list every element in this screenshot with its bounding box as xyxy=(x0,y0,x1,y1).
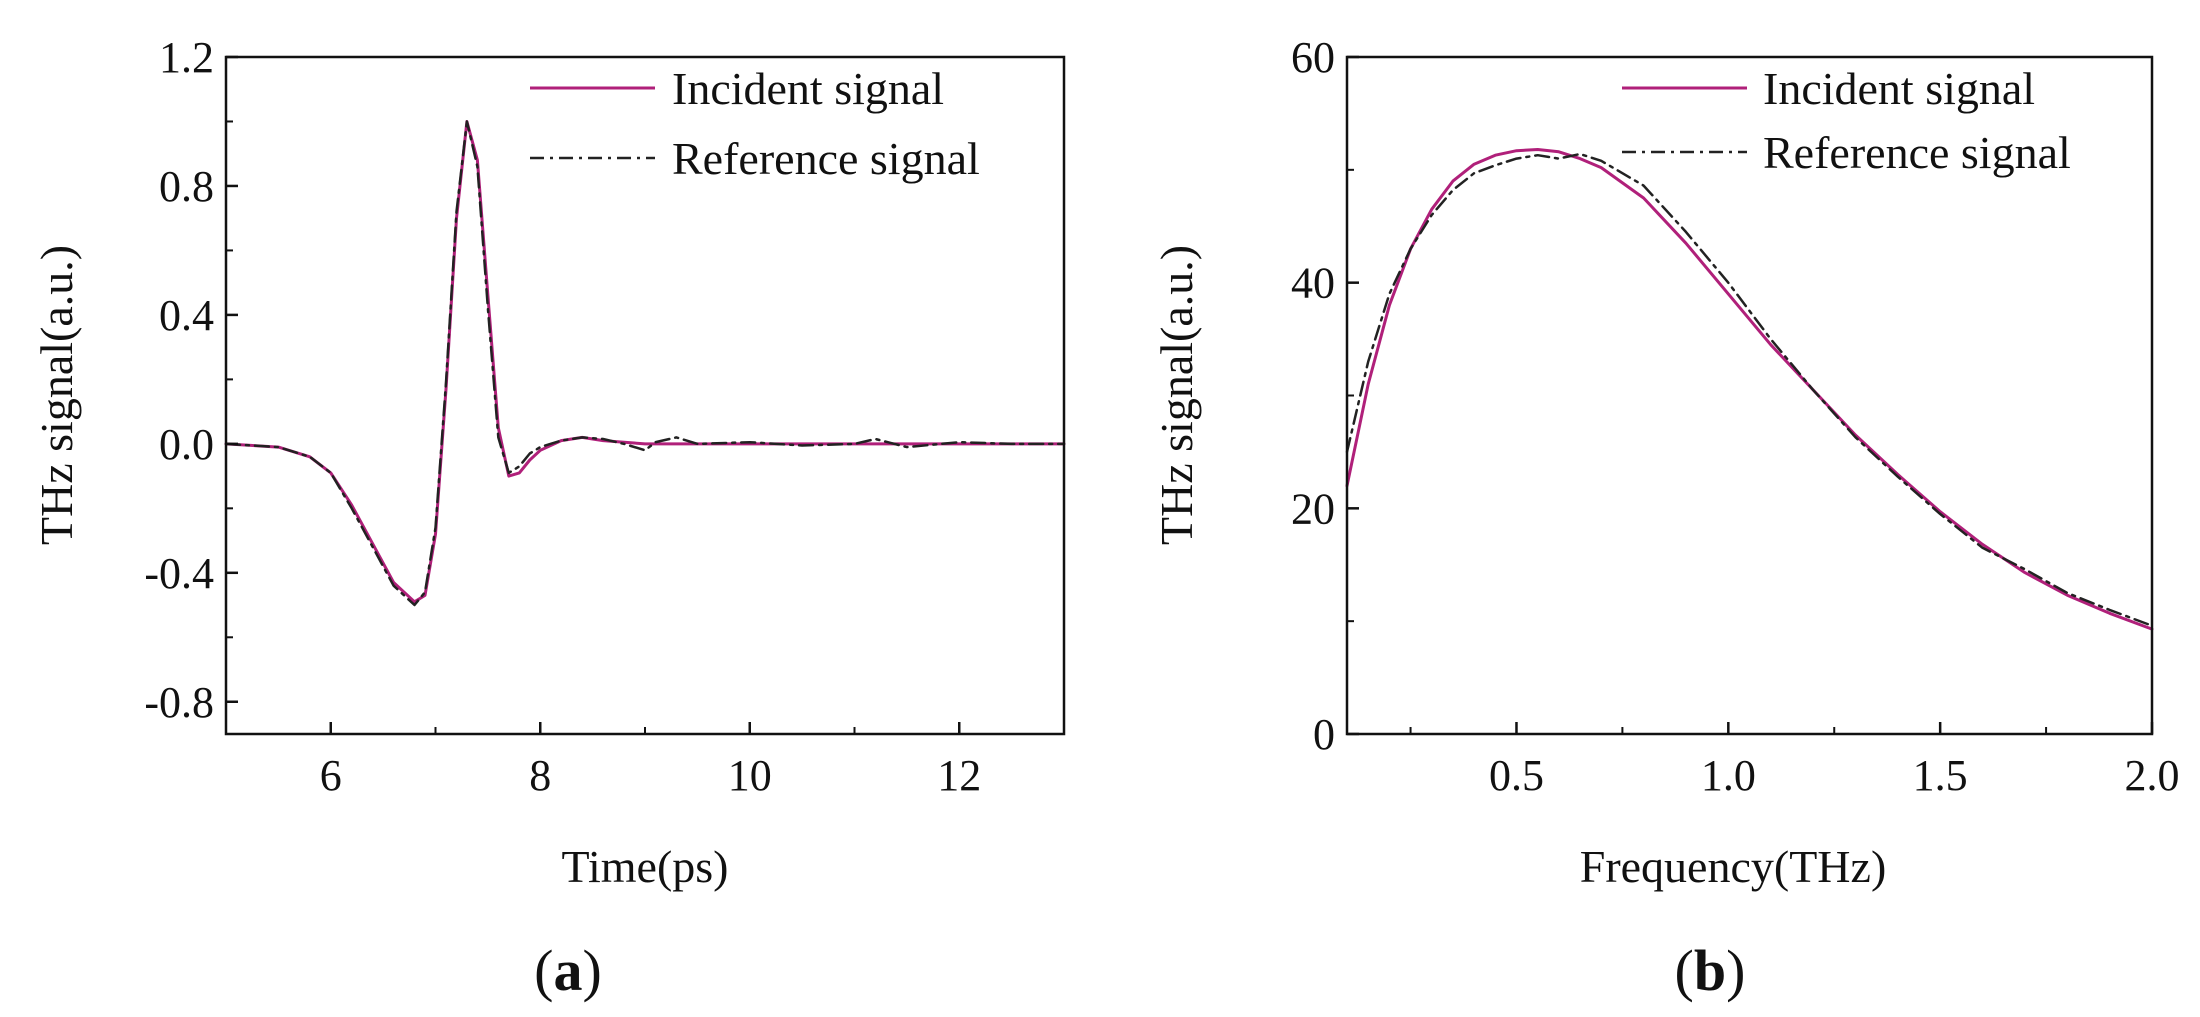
y-tick-label: 0 xyxy=(1313,710,1335,759)
y-tick-label: 0.4 xyxy=(159,291,214,340)
y-tick-label: 20 xyxy=(1291,484,1335,533)
panel-label-a-letter: a xyxy=(554,938,583,1003)
series-line-incident xyxy=(224,120,1066,604)
legend-a: Incident signal Reference signal xyxy=(530,63,980,184)
x-tick-label: 6 xyxy=(320,751,342,800)
y-tick-label: 0.8 xyxy=(159,162,214,211)
y-tick-label: 0.0 xyxy=(159,420,214,469)
panel-a: 6 8 10 12 -0.8 -0.4 0.0 0.4 0.8 1.2 Incident sign… xyxy=(31,33,1066,1003)
panel-label-b: (b) xyxy=(1675,938,1746,1003)
series-line-reference xyxy=(1345,152,2154,627)
series-line-reference xyxy=(224,120,1066,607)
panel-label-a: (a) xyxy=(534,938,602,1003)
panel-label-b-letter: b xyxy=(1694,938,1726,1003)
y-tick-label: 60 xyxy=(1291,33,1335,82)
legend-b: Incident signal Reference signal xyxy=(1622,63,2071,178)
series-layer-b xyxy=(1345,148,2154,631)
y-tick-label: 1.2 xyxy=(159,33,214,82)
legend-label-incident: Incident signal xyxy=(1763,63,2035,114)
panel-b: 0.5 1.0 1.5 2.0 0 20 40 60 Incident signal Refe… xyxy=(1151,33,2180,1003)
legend-label-reference: Reference signal xyxy=(672,133,980,184)
ticks-b: 0.5 1.0 1.5 2.0 0 20 40 60 xyxy=(1291,33,2180,800)
x-axis-title-a: Time(ps) xyxy=(562,841,729,892)
y-tick-label: 40 xyxy=(1291,259,1335,308)
legend-label-reference: Reference signal xyxy=(1763,127,2071,178)
y-tick-label: -0.4 xyxy=(144,549,214,598)
x-tick-label: 12 xyxy=(937,751,981,800)
series-line-incident xyxy=(1345,148,2154,631)
x-tick-label: 8 xyxy=(529,751,551,800)
y-axis-title-a: THz signal(a.u.) xyxy=(31,245,82,545)
y-axis-title-b: THz signal(a.u.) xyxy=(1151,245,1202,545)
x-tick-label: 2.0 xyxy=(2125,751,2180,800)
y-tick-label: -0.8 xyxy=(144,678,214,727)
x-tick-label: 0.5 xyxy=(1489,751,1544,800)
series-layer-a xyxy=(224,120,1066,607)
legend-label-incident: Incident signal xyxy=(672,63,944,114)
x-tick-label: 1.5 xyxy=(1913,751,1968,800)
x-tick-label: 1.0 xyxy=(1701,751,1756,800)
x-axis-title-b: Frequency(THz) xyxy=(1580,841,1887,892)
ticks-a: 6 8 10 12 -0.8 -0.4 0.0 0.4 0.8 1.2 xyxy=(144,33,981,800)
x-tick-label: 10 xyxy=(728,751,772,800)
